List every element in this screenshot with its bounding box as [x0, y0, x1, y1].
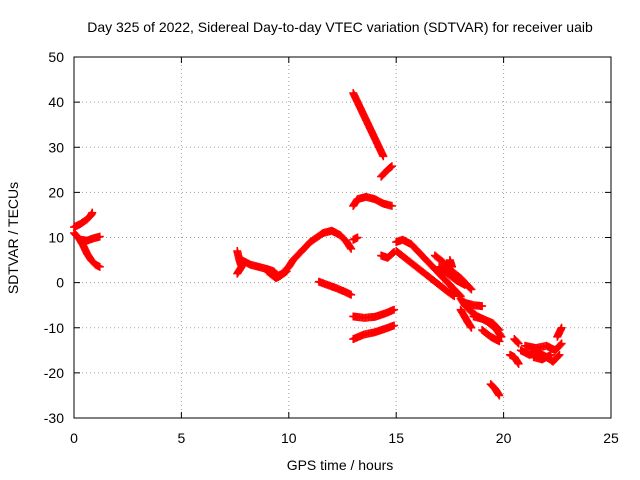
- series-seg-a3: [76, 232, 104, 245]
- data-point: [460, 280, 469, 289]
- data-point: [95, 232, 104, 241]
- series-seg-c1: [314, 277, 356, 299]
- series-seg-h4: [521, 339, 566, 355]
- data-point: [557, 323, 566, 332]
- series-seg-d1: [349, 89, 388, 161]
- data-point: [557, 339, 566, 348]
- data-point: [386, 163, 395, 172]
- data-point: [494, 324, 503, 333]
- series-seg-d2: [377, 162, 396, 181]
- x-axis-label: GPS time / hours: [287, 457, 394, 473]
- series-seg-b2: [237, 226, 356, 280]
- data-point: [467, 323, 476, 332]
- data-point: [353, 233, 362, 242]
- series-seg-b3: [263, 267, 291, 283]
- series-seg-e2: [392, 247, 459, 301]
- data-point: [387, 162, 396, 171]
- data-point: [554, 351, 563, 360]
- data-point: [390, 305, 399, 314]
- data-point: [390, 321, 399, 330]
- data-point: [513, 338, 522, 347]
- data-point: [514, 359, 523, 368]
- data-point: [556, 340, 565, 349]
- series-seg-e4: [435, 262, 469, 289]
- data-point: [282, 267, 291, 276]
- data-point: [495, 391, 504, 400]
- x-tick-label: 15: [388, 430, 404, 446]
- data-point: [347, 290, 356, 299]
- x-tick-label: 20: [496, 430, 512, 446]
- series-seg-e5: [445, 256, 457, 271]
- y-tick-label: -20: [44, 365, 64, 381]
- x-tick-label: 5: [178, 430, 186, 446]
- data-point: [555, 350, 564, 359]
- series-seg-e1: [392, 235, 465, 301]
- y-tick-label: 50: [48, 49, 64, 65]
- series-seg-c2: [349, 233, 362, 244]
- y-tick-label: 40: [48, 94, 64, 110]
- x-tick-label: 0: [70, 430, 78, 446]
- series-seg-h6: [529, 350, 555, 364]
- series-seg-f3: [460, 298, 487, 311]
- data-point: [379, 152, 388, 161]
- y-tick-label: -30: [44, 410, 64, 426]
- data-point: [514, 339, 523, 348]
- x-tick-label: 10: [281, 430, 297, 446]
- x-tick-label: 25: [603, 430, 619, 446]
- data-point: [495, 326, 504, 335]
- y-tick-label: 10: [48, 230, 64, 246]
- data-point: [88, 208, 97, 217]
- series-seg-f2: [456, 305, 476, 332]
- data-point: [466, 284, 475, 293]
- data-point: [281, 268, 290, 277]
- y-axis-label: SDTVAR / TECUs: [5, 182, 21, 294]
- data-point: [448, 291, 457, 300]
- data-point: [347, 244, 356, 253]
- chart-title: Day 325 of 2022, Sidereal Day-to-day VTE…: [87, 19, 593, 35]
- series-seg-d5: [349, 305, 399, 322]
- series-seg-f5: [478, 326, 504, 346]
- data-point: [95, 262, 104, 271]
- y-tick-label: 30: [48, 139, 64, 155]
- series-seg-h2: [510, 335, 523, 348]
- data-point: [546, 350, 555, 359]
- series-seg-d3: [349, 192, 396, 210]
- data-point: [467, 285, 476, 294]
- data-point: [450, 292, 459, 301]
- series-seg-h5: [553, 323, 566, 341]
- series-seg-g1: [486, 380, 504, 400]
- series-seg-h1: [506, 350, 523, 368]
- data-point: [496, 331, 505, 340]
- data-point: [478, 302, 487, 311]
- series-seg-a1: [70, 208, 97, 232]
- axis-ticks: 0 5 10 15 20 25 -30 -20 -10 0 10 20 30 40 50: [44, 49, 619, 446]
- data-point: [387, 201, 396, 210]
- data-point: [233, 269, 242, 278]
- data-point: [495, 337, 504, 346]
- y-tick-label: 0: [56, 275, 64, 291]
- y-tick-label: -10: [44, 320, 64, 336]
- series-seg-d4: [377, 247, 399, 262]
- data-point: [448, 262, 457, 271]
- y-tick-label: 20: [48, 184, 64, 200]
- series-seg-d6: [349, 321, 399, 344]
- data-marks: [70, 89, 566, 400]
- series-seg-f4: [469, 312, 504, 335]
